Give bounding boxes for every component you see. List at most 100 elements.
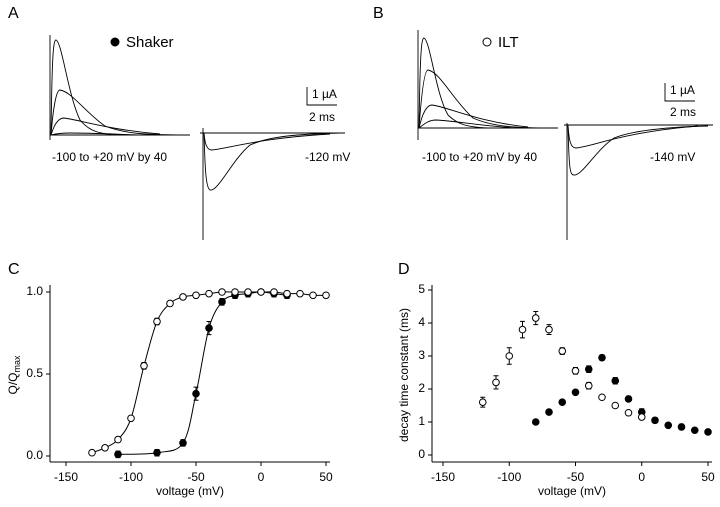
legend-marker [110, 37, 120, 47]
point [309, 291, 317, 300]
x-axis-label: voltage (mV) [538, 484, 606, 498]
y-axis-label: decay time constant (ms) [397, 308, 411, 442]
x-tick-label: -150 [431, 470, 455, 484]
point [598, 353, 606, 362]
point [244, 288, 252, 296]
point [637, 413, 646, 421]
point [179, 439, 187, 447]
y-tick-label: 4 [418, 315, 425, 329]
legend-label: Shaker [126, 34, 174, 51]
x-axis-label: voltage (mV) [156, 484, 224, 498]
x-tick-label: -150 [54, 470, 78, 484]
point [492, 378, 500, 387]
point [296, 289, 304, 298]
point [505, 352, 514, 360]
point [153, 317, 161, 326]
annotation: -100 to +20 mV by 40 [52, 150, 167, 164]
y-tick-label: 0.0 [26, 448, 43, 462]
point [205, 289, 213, 298]
point [545, 408, 553, 416]
point [518, 325, 527, 334]
fit-curve [91, 291, 327, 454]
point [611, 376, 620, 385]
fit-curve [117, 291, 288, 455]
point [531, 418, 540, 426]
panel-label: B [373, 5, 384, 22]
scale-label: 1 µA [312, 87, 337, 101]
x-tick-label: -50 [567, 470, 585, 484]
point [218, 298, 226, 306]
y-axis-label-main: Q/Q [6, 373, 20, 395]
point [571, 367, 580, 375]
point [218, 288, 226, 296]
y-axis-label: Q/Qmax [6, 355, 22, 395]
y-axis-label-main: decay time constant (ms) [397, 308, 411, 442]
point [322, 291, 330, 300]
annotation: -100 to +20 mV by 40 [422, 150, 537, 164]
point [166, 299, 174, 308]
point [624, 395, 633, 403]
scale-bar [664, 83, 695, 102]
y-tick-label: 0.5 [26, 366, 43, 380]
point [558, 347, 567, 355]
scale-bar [306, 87, 337, 106]
point [127, 414, 135, 423]
point [677, 423, 686, 431]
x-tick-label: -100 [119, 470, 143, 484]
x-tick-label: 50 [701, 470, 715, 484]
traces-b [417, 30, 713, 240]
point [571, 388, 580, 397]
point [231, 288, 239, 296]
panel-label: C [8, 261, 20, 278]
point [624, 408, 633, 417]
point [270, 288, 278, 296]
legend-marker [482, 37, 492, 47]
point [664, 421, 673, 430]
y-axis-label-sub: max [12, 355, 22, 373]
point [88, 448, 96, 457]
point [179, 293, 187, 301]
point [114, 450, 122, 459]
point [192, 389, 200, 398]
x-tick-label: -100 [497, 470, 521, 484]
point [558, 398, 567, 407]
scale-label: 1 µA [670, 83, 695, 97]
y-tick-label: 1 [418, 414, 425, 428]
annotation: -120 mV [305, 150, 350, 164]
y-tick-label: 0 [418, 447, 425, 461]
point [584, 381, 593, 390]
point [545, 325, 553, 334]
x-tick-label: -50 [187, 470, 205, 484]
annotation: -140 mV [650, 150, 695, 164]
point [205, 324, 213, 332]
point [531, 314, 540, 322]
point [257, 288, 265, 296]
panel-label: A [8, 5, 19, 22]
point [584, 365, 593, 374]
point [192, 291, 200, 300]
y-tick-label: 1.0 [26, 284, 43, 298]
point [651, 416, 659, 425]
point [101, 444, 109, 452]
point [704, 428, 712, 436]
y-tick-label: 3 [418, 348, 425, 362]
point [140, 362, 148, 370]
point [153, 448, 161, 457]
panel-label: D [398, 261, 410, 278]
legend-label: ILT [498, 34, 519, 51]
point [690, 426, 699, 435]
y-tick-label: 2 [418, 381, 425, 395]
traces-a [49, 35, 345, 240]
scale-label: 2 ms [309, 110, 335, 124]
x-tick-label: 50 [319, 470, 333, 484]
point [611, 401, 620, 410]
point [283, 289, 291, 298]
x-tick-label: 0 [638, 470, 645, 484]
x-tick-label: 0 [258, 470, 265, 484]
y-tick-label: 5 [418, 282, 425, 296]
point [114, 435, 122, 444]
scale-label: 2 ms [670, 105, 696, 119]
point [478, 398, 487, 407]
point [598, 393, 606, 402]
